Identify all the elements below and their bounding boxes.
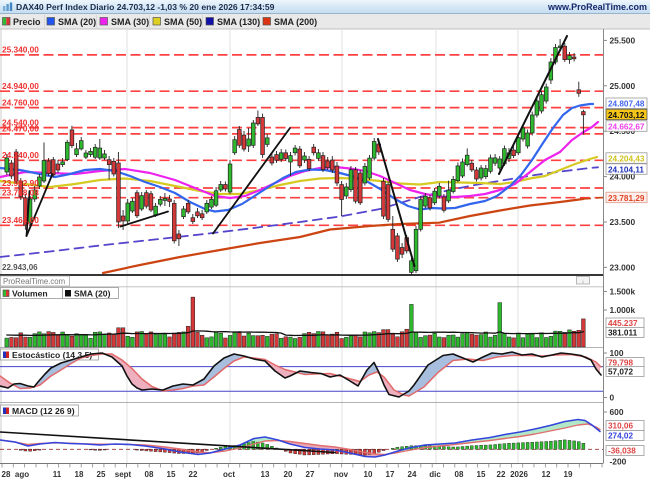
svg-text:SMA (200): SMA (200) [274, 17, 317, 27]
svg-text:24.204,43: 24.204,43 [608, 154, 645, 163]
svg-text:22.943,06: 22.943,06 [2, 263, 38, 272]
svg-text:23.464,00: 23.464,00 [2, 215, 39, 225]
svg-text:11: 11 [53, 470, 62, 479]
svg-text:24.470,00: 24.470,00 [2, 124, 39, 134]
svg-text:28: 28 [2, 470, 11, 479]
svg-text:15: 15 [477, 470, 486, 479]
svg-text:↓: ↓ [581, 278, 584, 285]
svg-text:19: 19 [564, 470, 573, 479]
svg-text:sept: sept [115, 470, 132, 479]
svg-text:08: 08 [455, 470, 464, 479]
svg-text:DAX40 Perf Index Diario 24.703: DAX40 Perf Index Diario 24.703,12 -1,03 … [16, 2, 275, 12]
svg-text:23.500: 23.500 [610, 217, 636, 227]
svg-text:08: 08 [145, 470, 154, 479]
svg-text:12: 12 [542, 470, 551, 479]
svg-text:25: 25 [97, 470, 106, 479]
svg-text:nov: nov [334, 470, 349, 479]
svg-text:ProRealTime.com: ProRealTime.com [3, 277, 65, 286]
svg-text:24.000: 24.000 [610, 172, 636, 182]
svg-text:1.000k: 1.000k [610, 305, 636, 315]
svg-text:20: 20 [284, 470, 293, 479]
svg-text:24: 24 [408, 470, 417, 479]
svg-text:SMA (30): SMA (30) [111, 17, 149, 27]
svg-text:17: 17 [386, 470, 395, 479]
svg-text:381.011: 381.011 [608, 329, 638, 338]
svg-text:Volumen: Volumen [12, 289, 48, 299]
svg-text:18: 18 [75, 470, 84, 479]
svg-text:1.500k: 1.500k [610, 287, 636, 297]
svg-text:Precio: Precio [13, 17, 41, 27]
svg-text:100: 100 [610, 348, 624, 358]
svg-text:23.000: 23.000 [610, 262, 636, 272]
svg-text:79,798: 79,798 [608, 359, 633, 368]
svg-text:13: 13 [261, 470, 270, 479]
svg-text:2026: 2026 [510, 470, 528, 479]
svg-text:23.781,29: 23.781,29 [608, 194, 645, 203]
svg-text:dic: dic [429, 470, 441, 479]
svg-text:www.ProRealTime.com: www.ProRealTime.com [547, 2, 647, 12]
svg-text:310,06: 310,06 [608, 422, 633, 431]
svg-text:15: 15 [167, 470, 176, 479]
svg-text:0: 0 [610, 393, 615, 403]
svg-text:SMA (130): SMA (130) [217, 17, 260, 27]
svg-text:274,02: 274,02 [608, 432, 633, 441]
svg-text:10: 10 [364, 470, 373, 479]
svg-text:-36,038: -36,038 [608, 447, 636, 456]
svg-text:Estocástico (14 3 5): Estocástico (14 3 5) [12, 350, 92, 360]
svg-text:445.237: 445.237 [608, 319, 638, 328]
svg-text:ago: ago [15, 470, 29, 479]
svg-text:24.104,11: 24.104,11 [608, 165, 644, 174]
svg-text:57,072: 57,072 [608, 368, 633, 377]
svg-text:SMA (20): SMA (20) [58, 17, 96, 27]
svg-text:22: 22 [497, 470, 506, 479]
svg-text:24.540,00: 24.540,00 [2, 117, 39, 127]
svg-text:25.000: 25.000 [610, 81, 636, 91]
svg-text:SMA (50): SMA (50) [164, 17, 202, 27]
svg-text:-200: -200 [610, 456, 627, 466]
svg-text:24.662,67: 24.662,67 [608, 122, 645, 131]
svg-text:MACD (12 26 9): MACD (12 26 9) [12, 406, 75, 416]
svg-text:27: 27 [306, 470, 315, 479]
svg-text:25.500: 25.500 [610, 35, 636, 45]
svg-text:23.902,90: 23.902,90 [2, 178, 39, 188]
svg-text:24.240,00: 24.240,00 [2, 150, 39, 160]
svg-text:24.760,00: 24.760,00 [2, 97, 39, 107]
svg-text:600: 600 [610, 407, 624, 417]
svg-text:22: 22 [189, 470, 198, 479]
svg-text:24.940,00: 24.940,00 [2, 81, 39, 91]
svg-text:24.703,12: 24.703,12 [608, 111, 645, 120]
svg-text:24.807,48: 24.807,48 [608, 100, 645, 109]
svg-text:SMA (20): SMA (20) [74, 289, 111, 299]
svg-text:oct: oct [223, 470, 235, 479]
svg-text:23.768,08: 23.768,08 [2, 188, 39, 198]
svg-text:25.340,00: 25.340,00 [2, 45, 39, 55]
